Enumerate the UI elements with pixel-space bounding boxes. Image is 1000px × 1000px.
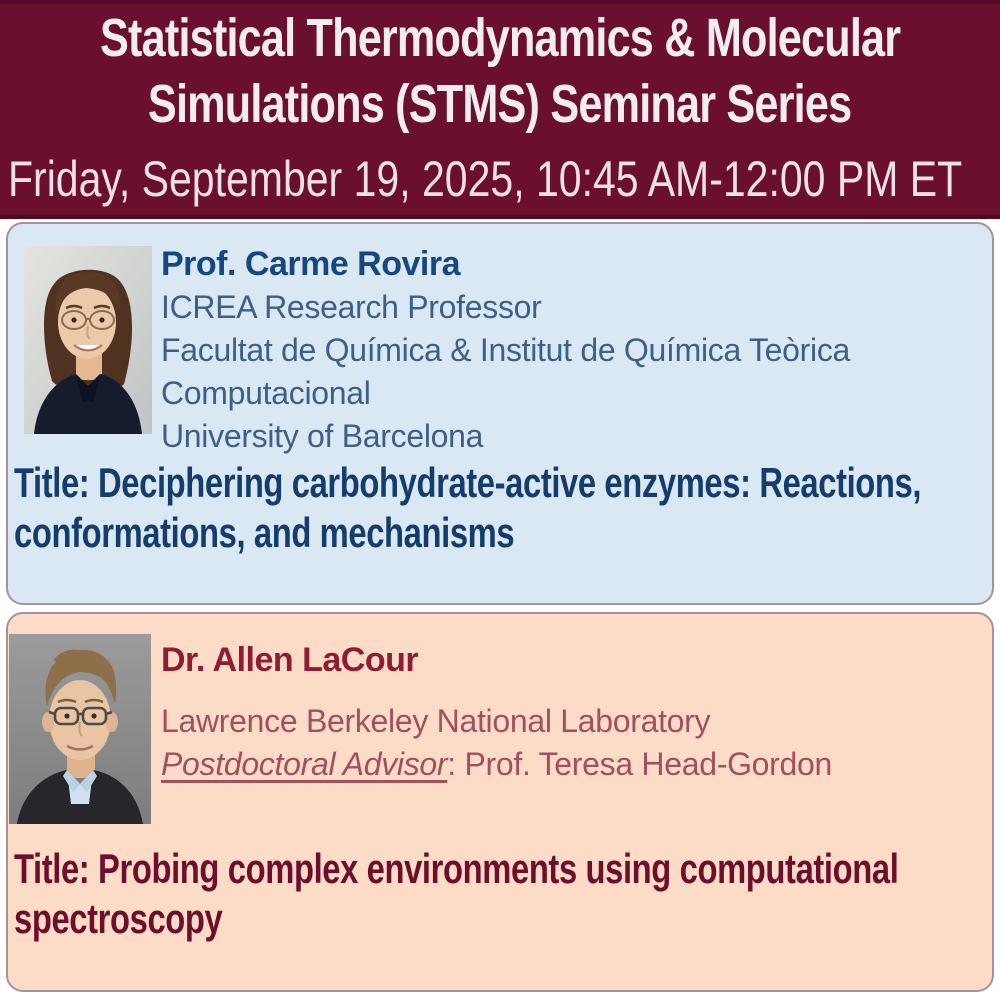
seminar-title-line-1: Statistical Thermodynamics & Molecular — [100, 8, 901, 68]
affiliation-line: University of Barcelona — [161, 418, 484, 454]
speaker-card-rovira: Prof. Carme Rovira ICREA Research Profes… — [6, 222, 994, 605]
speaker-name: Prof. Carme Rovira — [161, 245, 461, 283]
header-banner: Statistical Thermodynamics & Molecular S… — [0, 0, 1000, 219]
portrait-man-illustration — [9, 634, 151, 824]
talk-title: Title: Probing complex environments usin… — [14, 844, 1000, 944]
talk-title-line-1: Title: Probing complex environments usin… — [14, 845, 899, 892]
portrait-of-allen-lacour-photo — [9, 634, 151, 824]
portrait-woman-illustration — [24, 246, 152, 434]
portrait-of-carme-rovira-photo — [24, 246, 152, 434]
seminar-series-title: Statistical Thermodynamics & Molecular S… — [0, 8, 1000, 144]
advisor-name: : Prof. Teresa Head-Gordon — [447, 746, 832, 782]
seminar-title-line-2: Simulations (STMS) Seminar Series — [148, 74, 852, 134]
speaker-card-lacour: Dr. Allen LaCour Lawrence Berkeley Natio… — [6, 612, 994, 992]
affiliation-line: Facultat de Química & Institut de Químic… — [161, 332, 851, 368]
talk-title: Title: Deciphering carbohydrate-active e… — [14, 458, 1000, 558]
affiliation-line: ICREA Research Professor — [161, 289, 542, 325]
advisor-label: Postdoctoral Advisor — [161, 746, 448, 782]
talk-title-line-2: conformations, and mechanisms — [14, 509, 515, 556]
seminar-datetime: Friday, September 19, 2025, 10:45 AM-12:… — [8, 151, 963, 207]
affiliation-line: Computacional — [161, 375, 371, 411]
talk-title-line-2: spectroscopy — [14, 895, 223, 942]
affiliation-line: Lawrence Berkeley National Laboratory — [161, 703, 711, 739]
speaker-name: Dr. Allen LaCour — [161, 641, 419, 679]
advisor-line: Postdoctoral Advisor: Prof. Teresa Head-… — [161, 743, 832, 786]
talk-title-line-1: Title: Deciphering carbohydrate-active e… — [14, 459, 922, 506]
